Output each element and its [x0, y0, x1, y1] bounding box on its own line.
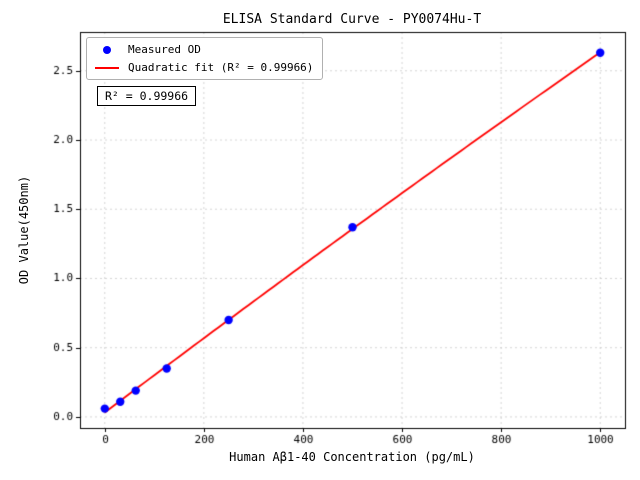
r-squared-annotation: R² = 0.99966 — [97, 86, 197, 106]
legend-marker-dot-wrap — [94, 45, 120, 54]
measured-od-dot-icon — [103, 45, 111, 54]
legend-item-measured: Measured OD — [94, 43, 313, 56]
quadratic-fit-line-icon — [95, 66, 119, 69]
legend-marker-line-wrap — [94, 66, 120, 69]
legend: Measured OD Quadratic fit (R² = 0.99966) — [86, 37, 324, 80]
legend-label-fit: Quadratic fit (R² = 0.99966) — [128, 61, 314, 74]
x-axis-label: Human Aβ1-40 Concentration (pg/mL) — [229, 450, 475, 464]
chart-title: ELISA Standard Curve - PY0074Hu-T — [222, 12, 482, 27]
y-axis-label: OD Value(450nm) — [17, 175, 31, 285]
legend-label-measured: Measured OD — [128, 43, 201, 56]
legend-item-fit: Quadratic fit (R² = 0.99966) — [94, 61, 313, 74]
